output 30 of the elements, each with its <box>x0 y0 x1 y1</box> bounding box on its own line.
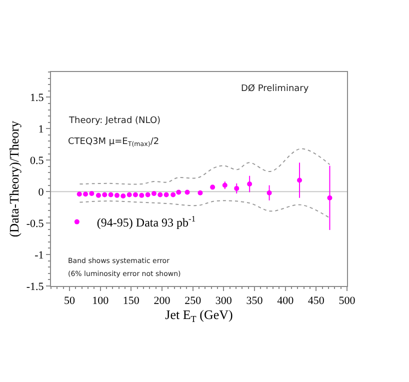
x-tick-label: 100 <box>92 295 110 308</box>
y-tick-label: 1 <box>38 124 44 136</box>
x-tick-label: 450 <box>308 295 325 308</box>
x-tick-label: 50 <box>64 295 76 308</box>
x-tick-label: 200 <box>154 295 171 308</box>
point <box>327 195 332 200</box>
annotation: DØ Preliminary <box>241 84 310 94</box>
point <box>247 182 252 187</box>
point <box>234 186 240 191</box>
x-tick-label: 500 <box>338 295 356 308</box>
legend-label: (94-95) Data 93 pb$^{-1}$ <box>96 214 196 230</box>
point <box>266 190 272 196</box>
point <box>297 178 302 183</box>
y-tick-label: -1 <box>34 249 44 262</box>
annotation: CTEQ3M μ=E$_{T(max)}$/2 <box>68 137 160 148</box>
annotation: Theory: Jetrad (NLO) <box>68 116 161 126</box>
x-tick-label: 150 <box>122 295 140 308</box>
line-series <box>79 148 330 185</box>
x-tick-label: 400 <box>277 295 294 308</box>
y-tick-label: -0.5 <box>26 218 44 230</box>
x-axis-title: Jet E$_{T}$ (GeV) <box>165 307 233 324</box>
y-tick-label: 0 <box>38 186 44 198</box>
y-tick-label: -1.5 <box>26 280 44 293</box>
y-tick-label: 1.5 <box>30 92 44 104</box>
x-tick-label: 300 <box>215 295 232 308</box>
x-tick-label: 250 <box>184 295 202 308</box>
y-tick-label: 0.5 <box>30 154 44 167</box>
point <box>120 193 126 198</box>
x-tick-label: 350 <box>246 295 264 308</box>
y-axis-title: (Data-Theory)/Theory <box>6 120 22 238</box>
